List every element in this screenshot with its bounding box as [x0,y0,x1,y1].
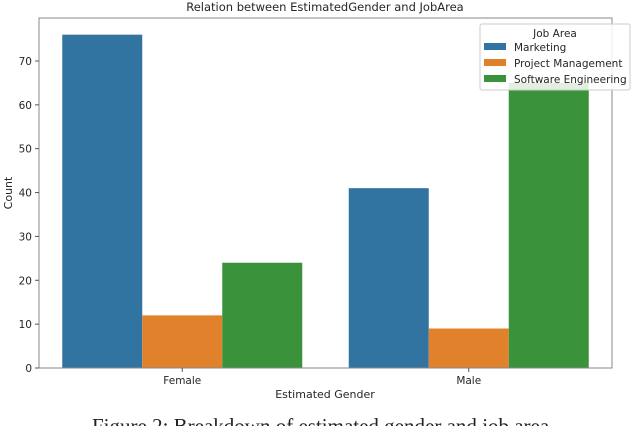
bar-female-project-management [142,315,223,368]
y-tick-label: 70 [19,56,32,68]
y-axis-label: Count [2,176,15,209]
y-tick-label: 0 [25,363,32,375]
y-tick-label: 50 [19,144,32,156]
legend-swatch [484,43,506,50]
bar-male-project-management [428,328,509,368]
x-axis-label: Estimated Gender [275,388,375,401]
legend-swatch [484,59,506,66]
x-tick-label: Male [456,375,481,387]
bar-female-software-engineering [222,262,303,368]
y-tick-label: 30 [19,231,32,243]
legend-entry: Software Engineering [514,74,627,86]
legend-entry: Marketing [514,42,566,54]
bar-female-marketing [62,34,143,368]
legend-swatch [484,75,506,82]
legend: Job Area Marketing Project Management Soft… [479,23,631,91]
chart-title: Relation between EstimatedGender and Job… [186,0,463,14]
y-tick-label: 10 [19,319,32,331]
legend-box [479,23,631,91]
legend-entry: Project Management [514,58,622,70]
figure-caption: Figure 2: Breakdown of estimated gender … [92,414,550,426]
y-tick-label: 20 [19,275,32,287]
y-tick-label: 40 [19,188,32,200]
x-tick-label: Female [163,375,201,387]
bar-male-software-engineering [508,82,589,368]
y-tick-label: 60 [19,100,32,112]
legend-title: Job Area [532,28,577,40]
bar-male-marketing [348,188,429,368]
